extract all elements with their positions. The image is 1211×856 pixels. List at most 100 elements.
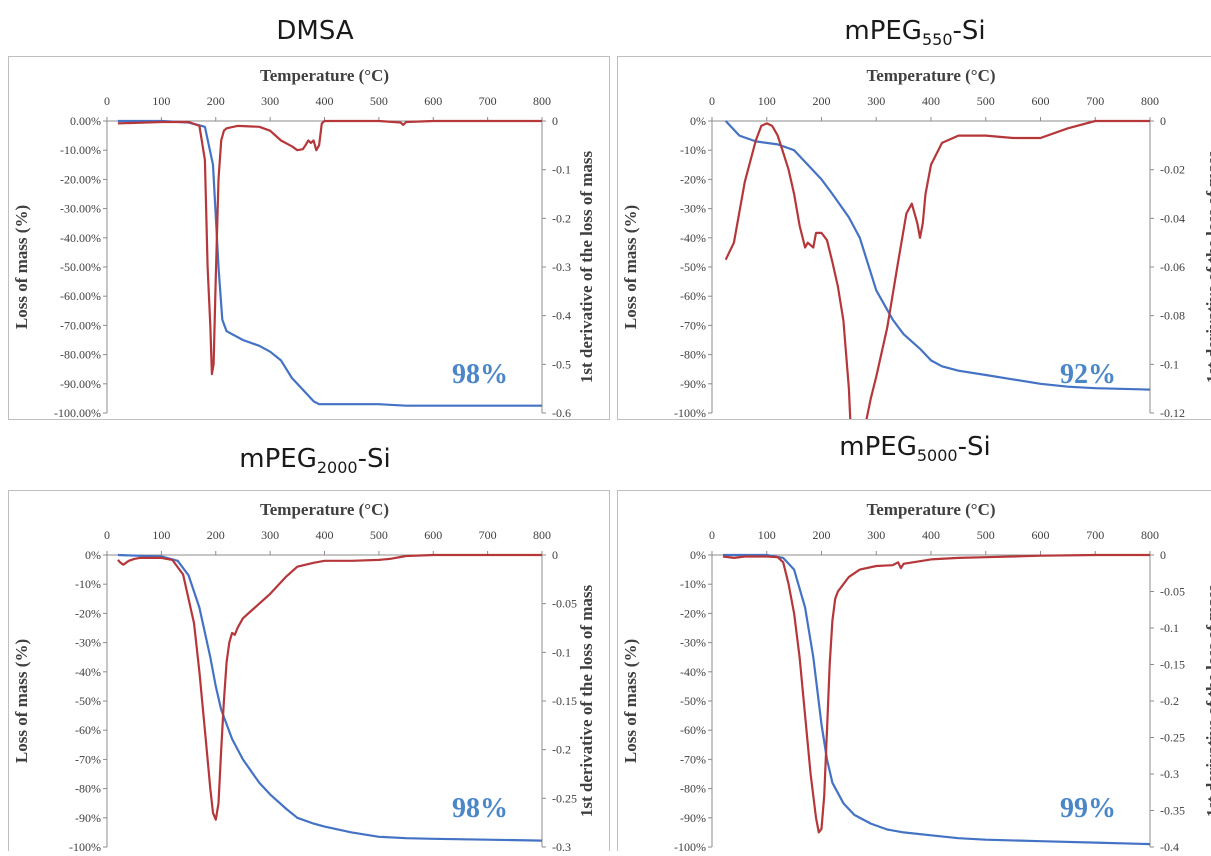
y-tick-label-right: -0.1: [552, 645, 571, 659]
y-tick-label-left: 0%: [85, 548, 101, 562]
x-tick-label: 600: [424, 528, 442, 542]
x-tick-label: 800: [533, 94, 551, 108]
y-tick-label-right: -0.2: [1160, 694, 1179, 708]
x-tick-label: 0: [709, 528, 715, 542]
mass-loss-curve: [723, 553, 1151, 846]
y-tick-label-left: -90%: [680, 377, 706, 391]
x-tick-label: 300: [261, 94, 279, 108]
y-tick-label-right: -0.1: [1160, 621, 1179, 635]
y-tick-label-left: -60%: [680, 723, 706, 737]
panel-title-mpeg550: mPEG550-Si: [844, 16, 986, 50]
y-tick-label-left: -70%: [680, 318, 706, 332]
x-tick-label: 600: [1032, 528, 1050, 542]
x-tick-label: 700: [479, 528, 497, 542]
x-tick-label: 200: [207, 528, 225, 542]
y-tick-label-right: -0.3: [552, 840, 571, 851]
x-axis-title: Temperature (°C): [260, 66, 389, 85]
y-tick-label-left: -20%: [75, 606, 101, 620]
panel-title-mpeg2000: mPEG2000-Si: [239, 444, 391, 478]
y-tick-label-left: -40.00%: [60, 231, 101, 245]
derivative-curve: [722, 553, 1150, 834]
y-tick-label-left: -70%: [75, 752, 101, 766]
y-tick-label-left: -40%: [680, 665, 706, 679]
x-tick-label: 400: [316, 528, 334, 542]
mass-loss-curve: [117, 553, 543, 842]
chart-frame-mpeg2000: Temperature (°C) 0 100 200 300 400 500 600 700 80…: [8, 490, 610, 854]
y-tick-label-left: -60%: [680, 289, 706, 303]
y-tick-label-right: -0.15: [552, 694, 577, 708]
y-tick-label-right: -0.15: [1160, 658, 1185, 672]
x-axis-title: Temperature (°C): [260, 500, 389, 519]
y-tick-label-left: -30.00%: [60, 202, 101, 216]
chart-mpeg2000: Temperature (°C) 0 100 200 300 400 500 600 700 80…: [12, 500, 596, 854]
y-tick-label-left: -70%: [680, 752, 706, 766]
y-tick-label-left: -70.00%: [60, 318, 101, 332]
y-axis-title-left: Loss of mass (%): [12, 639, 31, 763]
y-tick-label-right: -0.2: [552, 743, 571, 757]
y-tick-label-left: -30%: [680, 202, 706, 216]
x-tick-label: 500: [977, 94, 995, 108]
y-tick-label-right: -0.3: [552, 260, 571, 274]
y-tick-label-left: -40%: [680, 231, 706, 245]
y-tick-label-right: -0.25: [1160, 731, 1185, 745]
y-tick-label-right: -0.35: [1160, 804, 1185, 818]
y-tick-label-left: -30%: [75, 636, 101, 650]
x-tick-label: 100: [758, 528, 776, 542]
y-tick-label-left: -10%: [75, 577, 101, 591]
y-tick-label-right: -0.1: [1160, 357, 1179, 371]
x-tick-label: 100: [758, 94, 776, 108]
x-tick-label: 100: [152, 94, 170, 108]
x-tick-label: 0: [709, 94, 715, 108]
y-tick-label-left: -50%: [680, 260, 706, 274]
y-tick-label-right: 0: [552, 548, 558, 562]
y-tick-label-left: 0%: [690, 114, 706, 128]
x-tick-label: 500: [370, 528, 388, 542]
chart-dmsa: Temperature (°C) 0 100 200 300 400 500 600 700 80…: [12, 66, 596, 420]
y-tick-label-left: -60%: [75, 723, 101, 737]
panel-title-mpeg5000: mPEG5000-Si: [839, 432, 991, 466]
y-axis-title-left: Loss of mass (%): [12, 205, 31, 329]
x-tick-label: 200: [813, 94, 831, 108]
mass-loss-annotation: 99%: [1060, 793, 1116, 824]
chart-frame-mpeg5000: Temperature (°C) 0 100 200 300 400 500 600 700 80…: [617, 490, 1211, 854]
derivative-curve: [117, 553, 542, 821]
y-tick-label-right: -0.4: [552, 309, 571, 323]
y-axis-title-right: 1st derivative of the loss of mass: [1203, 150, 1211, 383]
y-tick-label-left: -20.00%: [60, 172, 101, 186]
y-tick-label-left: -100%: [69, 840, 101, 851]
x-tick-label: 500: [370, 94, 388, 108]
panel-title-dmsa: DMSA: [276, 16, 354, 46]
y-tick-label-left: -30%: [680, 636, 706, 650]
x-axis-title: Temperature (°C): [866, 500, 995, 519]
y-tick-label-left: -10%: [680, 577, 706, 591]
y-tick-label-right: -0.2: [552, 211, 571, 225]
y-tick-label-left: -80.00%: [60, 348, 101, 362]
y-tick-label-right: -0.5: [552, 357, 571, 371]
mass-loss-curve: [117, 119, 542, 407]
x-tick-label: 700: [1086, 94, 1104, 108]
x-axis-title: Temperature (°C): [866, 66, 995, 85]
y-tick-label-left: 0.00%: [70, 114, 101, 128]
y-axis-title-right: 1st derivative of the loss of mass: [577, 584, 596, 817]
x-tick-label: 600: [1032, 94, 1050, 108]
y-tick-label-right: -0.06: [1160, 260, 1185, 274]
y-tick-label-left: -20%: [680, 172, 706, 186]
y-tick-label-right: -0.04: [1160, 211, 1185, 225]
chart-frame-mpeg550: Temperature (°C) 0 100 200 300 400 500 600 700 80…: [617, 56, 1211, 517]
chart-mpeg5000: Temperature (°C) 0 100 200 300 400 500 600 700 80…: [621, 500, 1211, 854]
y-tick-label-left: -10.00%: [60, 143, 101, 157]
chart-mpeg550: Temperature (°C) 0 100 200 300 400 500 600 700 80…: [621, 66, 1211, 517]
y-tick-label-left: -20%: [680, 606, 706, 620]
x-tick-label: 600: [424, 94, 442, 108]
y-axis-title-right: 1st derivative of the loss of mass: [1203, 584, 1211, 817]
y-tick-label-left: -100%: [674, 406, 706, 419]
x-tick-label: 500: [977, 528, 995, 542]
y-tick-label-left: -90%: [680, 811, 706, 825]
derivative-curve: [117, 119, 542, 376]
y-axis-title-right: 1st derivative of the loss of mass: [577, 150, 596, 383]
y-tick-label-left: 0%: [690, 548, 706, 562]
y-tick-label-right: -0.12: [1160, 406, 1185, 419]
y-tick-label-left: -80%: [680, 348, 706, 362]
y-tick-label-right: -0.08: [1160, 309, 1185, 323]
y-tick-label-left: -50%: [680, 694, 706, 708]
